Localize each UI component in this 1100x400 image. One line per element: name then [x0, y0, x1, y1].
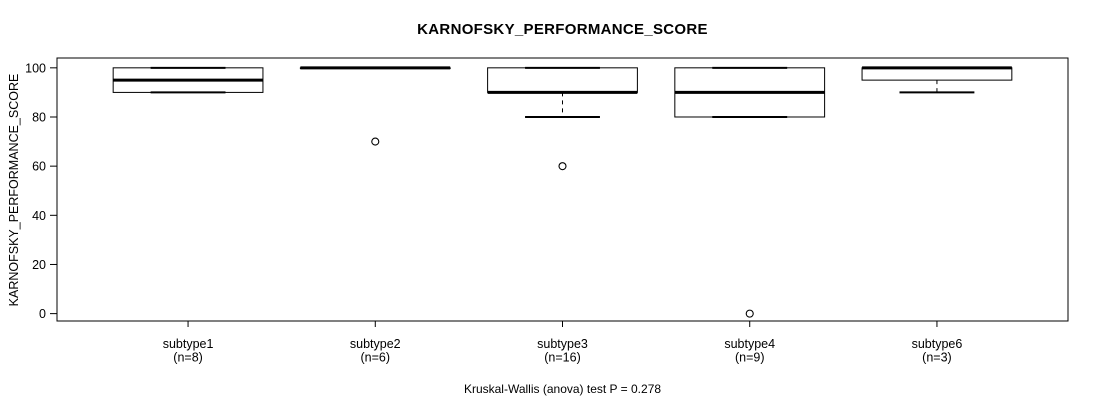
x-tick-label: subtype1 — [163, 337, 214, 351]
outlier-point — [745, 309, 754, 318]
statistical-test-footnote: Kruskal-Wallis (anova) test P = 0.278 — [463, 382, 662, 396]
outlier-point — [558, 162, 567, 171]
y-tick-label: 100 — [25, 61, 46, 75]
y-tick-label: 60 — [32, 160, 46, 174]
x-group-count-label: (n=16) — [544, 351, 580, 365]
x-group-count-label: (n=8) — [173, 351, 203, 365]
iqr-box — [487, 67, 638, 93]
y-tick-label: 0 — [39, 307, 46, 321]
y-tick-label: 20 — [32, 258, 46, 272]
x-tick-label: subtype3 — [537, 337, 588, 351]
outlier-point — [371, 137, 380, 146]
y-tick-label: 40 — [32, 209, 46, 223]
x-group-count-label: (n=6) — [361, 351, 391, 365]
x-tick-label: subtype6 — [912, 337, 963, 351]
x-tick-label: subtype2 — [350, 337, 401, 351]
x-group-count-label: (n=3) — [922, 351, 952, 365]
x-group-count-label: (n=9) — [735, 351, 765, 365]
y-tick-label: 80 — [32, 110, 46, 124]
chart-title: KARNOFSKY_PERFORMANCE_SCORE — [417, 21, 708, 38]
x-tick-label: subtype4 — [724, 337, 775, 351]
iqr-box — [861, 67, 1013, 81]
plot-frame — [56, 57, 1069, 322]
